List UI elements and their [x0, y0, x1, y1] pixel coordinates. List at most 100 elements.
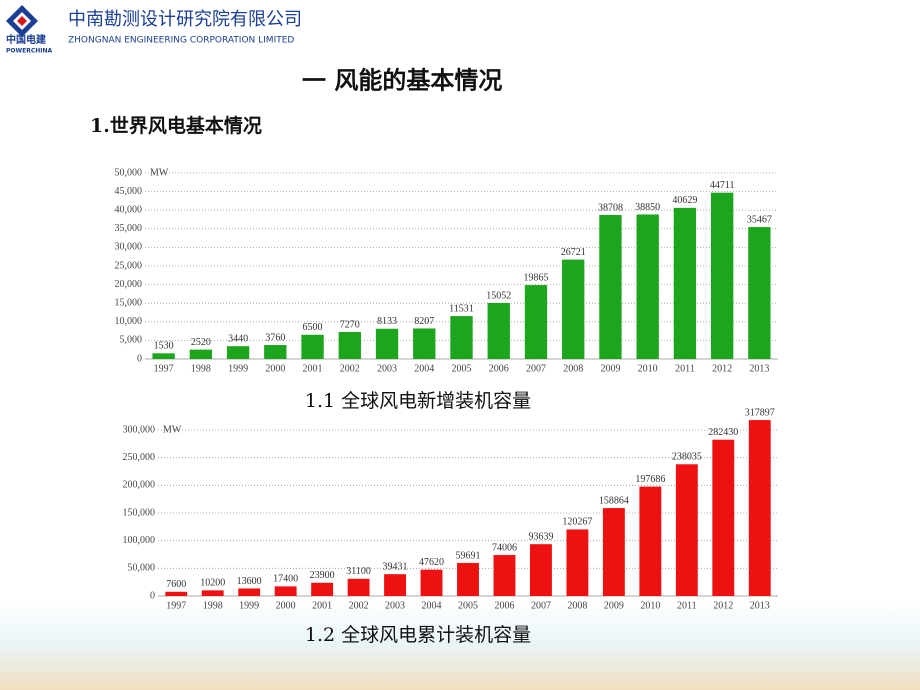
y-tick-label: 25,000 — [115, 260, 143, 271]
x-tick-label: 2011 — [675, 363, 695, 374]
x-tick-label: 2010 — [638, 363, 658, 374]
value-label: 26721 — [561, 247, 586, 258]
x-tick-label: 2011 — [677, 600, 697, 611]
bar — [530, 544, 552, 596]
value-label: 2520 — [191, 337, 211, 348]
y-tick-label: 50,000 — [128, 563, 156, 574]
bar — [450, 316, 473, 359]
y-tick-label: 200,000 — [123, 480, 156, 491]
x-tick-label: 2003 — [377, 363, 397, 374]
y-tick-label: 300,000 — [123, 424, 156, 435]
x-tick-label: 2008 — [567, 600, 587, 611]
bar — [457, 562, 479, 596]
value-label: 7270 — [340, 319, 360, 330]
value-label: 10200 — [200, 578, 225, 589]
bar — [226, 346, 250, 359]
y-tick-label: 10,000 — [115, 316, 143, 327]
value-label: 47620 — [419, 557, 444, 568]
y-tick-label: 20,000 — [115, 279, 143, 290]
bar — [384, 574, 406, 596]
bar — [347, 578, 370, 596]
bar — [712, 439, 735, 596]
y-tick-label: 35,000 — [115, 223, 143, 234]
y-tick-label: 50,000 — [115, 167, 143, 178]
value-label: 158864 — [599, 495, 629, 506]
x-tick-label: 1999 — [239, 600, 259, 611]
chart-caption: 1.1 全球风电新增装机容量 — [305, 390, 531, 412]
company-en: ZHONGNAN ENGINEERING CORPORATION LIMITED — [68, 36, 294, 46]
bar — [487, 303, 510, 359]
value-label: 38708 — [598, 202, 623, 213]
value-label: 19865 — [523, 272, 548, 283]
bar — [710, 192, 734, 359]
y-tick-label: 40,000 — [115, 204, 143, 215]
value-label: 238035 — [672, 452, 702, 463]
bar — [524, 285, 548, 359]
value-label: 15052 — [486, 290, 511, 301]
x-tick-label: 2012 — [713, 600, 733, 611]
x-tick-label: 2001 — [303, 363, 323, 374]
x-tick-label: 2006 — [494, 600, 514, 611]
value-label: 8133 — [377, 316, 397, 327]
x-tick-label: 2013 — [749, 363, 769, 374]
y-tick-label: 5,000 — [120, 335, 143, 346]
value-label: 8207 — [414, 316, 434, 327]
bar — [639, 486, 662, 596]
company-cn: 中南勘测设计研究院有限公司 — [68, 9, 302, 30]
y-tick-label: 150,000 — [123, 507, 156, 518]
brand-cn: 中国电建 — [6, 33, 47, 46]
x-tick-label: 2000 — [265, 363, 285, 374]
bar — [748, 420, 771, 596]
unit-label: MW — [150, 167, 169, 178]
section-heading: 1.世界风电基本情况 — [90, 114, 262, 137]
bar — [493, 555, 516, 596]
y-tick-label: 100,000 — [123, 535, 156, 546]
x-tick-label: 2004 — [414, 363, 434, 374]
bar — [420, 569, 443, 596]
value-label: 3760 — [265, 332, 285, 343]
value-label: 11531 — [449, 303, 474, 314]
x-tick-label: 2009 — [600, 363, 620, 374]
beach-decoration — [0, 600, 920, 690]
value-label: 13600 — [237, 576, 262, 587]
bar — [201, 590, 224, 596]
bar — [301, 334, 324, 359]
x-tick-label: 2010 — [640, 600, 660, 611]
x-tick-label: 2006 — [489, 363, 509, 374]
bar — [673, 207, 697, 359]
slide-title: 一 风能的基本情况 — [302, 66, 502, 95]
bar — [152, 353, 175, 359]
value-label: 17400 — [273, 574, 298, 585]
value-label: 93639 — [528, 531, 553, 542]
bar — [413, 328, 436, 359]
value-label: 7600 — [166, 579, 186, 590]
value-label: 23900 — [310, 570, 335, 581]
value-label: 38850 — [635, 202, 660, 213]
bar — [338, 331, 361, 359]
bar — [599, 215, 622, 359]
y-tick-label: 0 — [137, 353, 142, 364]
y-tick-label: 45,000 — [115, 186, 143, 197]
value-label: 44711 — [710, 180, 735, 191]
value-label: 35467 — [747, 214, 772, 225]
x-tick-label: 2003 — [385, 600, 405, 611]
bar — [311, 582, 334, 596]
x-tick-label: 2013 — [750, 600, 770, 611]
y-tick-label: 0 — [150, 590, 155, 601]
x-tick-label: 2002 — [349, 600, 369, 611]
bar — [602, 508, 625, 596]
bar — [375, 328, 399, 359]
x-tick-label: 1997 — [154, 363, 174, 374]
x-tick-label: 2007 — [531, 600, 551, 611]
value-label: 6500 — [303, 322, 323, 333]
value-label: 282430 — [708, 427, 738, 438]
brand-en: POWERCHINA — [6, 48, 53, 55]
x-tick-label: 2000 — [276, 600, 296, 611]
bar — [675, 464, 698, 596]
value-label: 74006 — [492, 542, 517, 553]
value-label: 120267 — [562, 517, 592, 528]
bar — [189, 349, 213, 359]
chart-caption: 1.2 全球风电累计装机容量 — [305, 624, 531, 646]
value-label: 31100 — [346, 566, 371, 577]
